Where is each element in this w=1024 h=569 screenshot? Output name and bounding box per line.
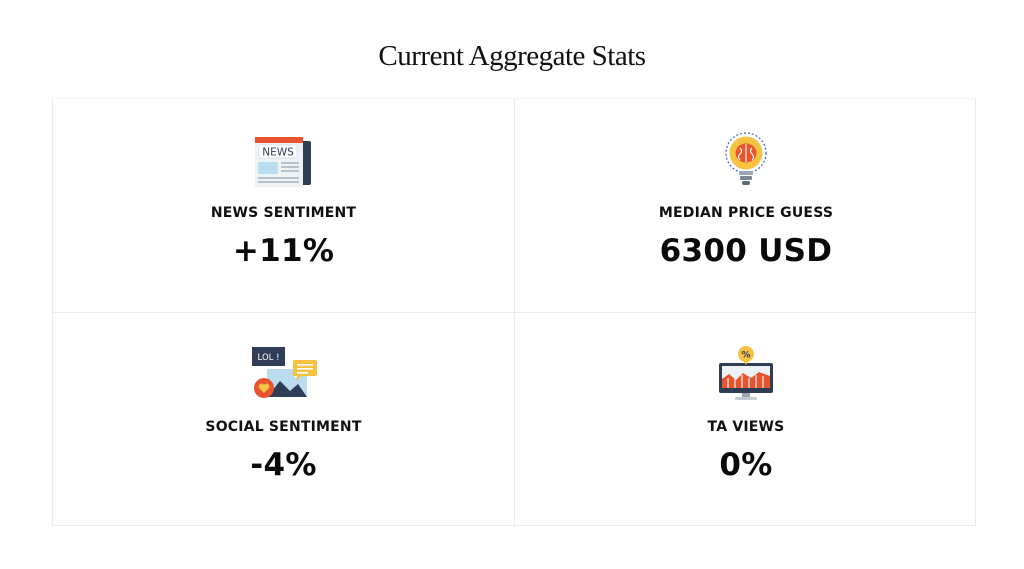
- stat-label: MEDIAN PRICE GUESS: [658, 205, 834, 221]
- stat-label: SOCIAL SENTIMENT: [205, 419, 362, 435]
- page-title: Current Aggregate Stats: [378, 40, 646, 72]
- stats-grid: NEWS NEWS SENTIMENT +11%: [52, 98, 977, 527]
- stat-value: +11%: [232, 233, 335, 269]
- stat-card-social-sentiment: LOL ! SOCIAL SENTIMENT -4%: [53, 313, 515, 527]
- stat-label: TA VIEWS: [707, 419, 785, 435]
- social-media-icon: LOL !: [249, 345, 319, 403]
- stat-card-ta-views: % TA VIEWS 0%: [515, 313, 977, 527]
- chart-monitor-icon: %: [711, 345, 781, 403]
- stat-label: NEWS SENTIMENT: [210, 205, 357, 221]
- stat-card-median-price-guess: MEDIAN PRICE GUESS 6300 USD: [515, 99, 977, 313]
- stat-value: 6300 USD: [659, 233, 833, 269]
- svg-text:LOL !: LOL !: [257, 353, 279, 363]
- stat-value: 0%: [719, 447, 773, 483]
- svg-text:NEWS: NEWS: [262, 147, 294, 159]
- stat-value: -4%: [250, 447, 317, 483]
- newspaper-icon: NEWS: [249, 131, 319, 189]
- brain-lightbulb-icon: [711, 131, 781, 189]
- stat-card-news-sentiment: NEWS NEWS SENTIMENT +11%: [53, 99, 515, 313]
- svg-text:%: %: [741, 351, 750, 361]
